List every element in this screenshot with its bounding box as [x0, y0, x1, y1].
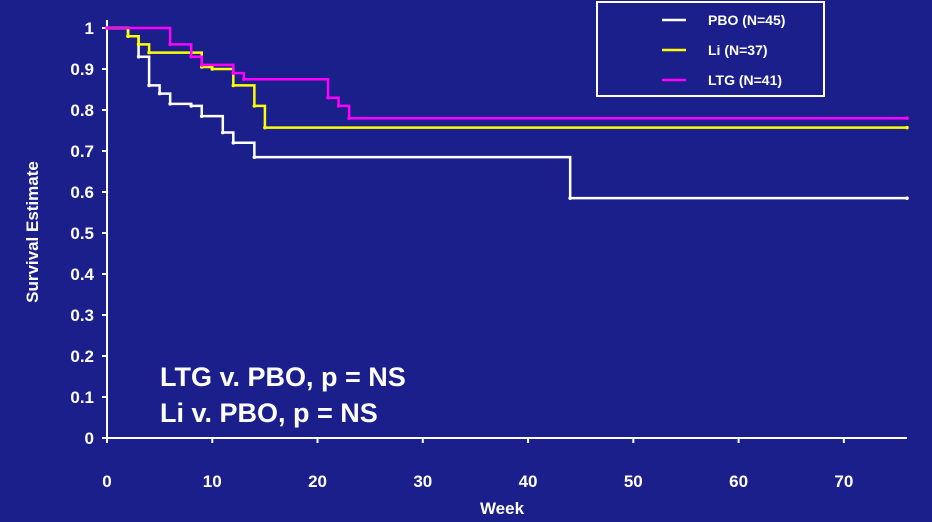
x-tick-label: 40: [519, 472, 538, 491]
data-point-ltg: [168, 42, 172, 47]
data-point-ltg: [231, 71, 236, 75]
data-point-li: [231, 83, 236, 88]
data-point-li: [252, 104, 257, 108]
data-point-ltg: [336, 104, 341, 108]
x-tick-label: 60: [729, 472, 748, 491]
x-tick-label: 10: [203, 472, 222, 491]
data-point-li: [263, 125, 267, 130]
data-point-li: [136, 42, 141, 47]
x-tick-label: 70: [834, 472, 853, 491]
y-axis-title: Survival Estimate: [23, 161, 42, 303]
legend-item-pbo: PBO (N=45): [662, 12, 785, 28]
y-tick-label: 1: [85, 19, 94, 38]
x-tick-label: 0: [102, 472, 111, 491]
x-tick-label: 20: [308, 472, 327, 491]
x-tick-label: 50: [624, 472, 643, 491]
data-point-pbo: [199, 114, 204, 118]
legend-item-ltg: LTG (N=41): [662, 72, 782, 88]
data-point-pbo: [157, 91, 162, 96]
series-layer: [105, 26, 909, 200]
legend-item-li: Li (N=37): [662, 42, 768, 58]
x-tick-label: 30: [413, 472, 432, 491]
annotation-ltg-vs-pbo: LTG v. PBO, p = NS: [160, 362, 406, 392]
y-tick-label: 0.3: [70, 306, 94, 325]
data-point-pbo: [189, 104, 194, 108]
data-point-ltg: [189, 54, 194, 59]
annotation-li-vs-pbo: Li v. PBO, p = NS: [160, 398, 378, 428]
y-tick-label: 0: [85, 429, 94, 448]
series-ltg: [105, 26, 909, 120]
data-point-ltg: [905, 116, 909, 120]
legend-label: LTG (N=41): [708, 72, 782, 88]
data-point-ltg: [347, 116, 351, 120]
data-point-ltg: [199, 63, 204, 67]
data-point-li: [905, 125, 909, 130]
data-point-li: [126, 34, 130, 38]
data-point-ltg: [105, 26, 109, 30]
y-tick-label: 0.1: [70, 388, 94, 407]
y-ticks: 0 0.1 0.2 0.3 0.4 0.5 0.6 0.7 0.8 0.9 1: [70, 19, 107, 448]
y-tick-label: 0.2: [70, 347, 94, 366]
data-point-pbo: [136, 54, 141, 59]
data-point-pbo: [147, 83, 151, 88]
y-tick-label: 0.5: [70, 224, 94, 243]
data-point-pbo: [905, 196, 909, 200]
data-point-pbo: [168, 102, 172, 106]
data-point-pbo: [231, 141, 236, 145]
data-point-li: [210, 67, 215, 71]
legend-box: [596, 1, 825, 97]
y-tick-label: 0.8: [70, 101, 94, 120]
data-point-li: [147, 50, 151, 55]
legend-label: Li (N=37): [708, 42, 768, 58]
y-tick-label: 0.9: [70, 60, 94, 79]
legend-label: PBO (N=45): [708, 12, 785, 28]
legend: PBO (N=45) Li (N=37) LTG (N=41): [596, 1, 825, 97]
x-ticks: 0 10 20 30 40 50 60 70: [102, 438, 853, 491]
data-point-pbo: [220, 130, 225, 135]
y-tick-label: 0.4: [70, 265, 94, 284]
data-point-ltg: [242, 77, 246, 82]
y-tick-label: 0.6: [70, 183, 94, 202]
axes: [106, 20, 907, 439]
y-tick-label: 0.7: [70, 142, 94, 161]
data-point-pbo: [252, 155, 257, 159]
x-axis-title: Week: [480, 499, 525, 518]
data-point-ltg: [326, 95, 330, 100]
data-point-pbo: [568, 196, 572, 200]
